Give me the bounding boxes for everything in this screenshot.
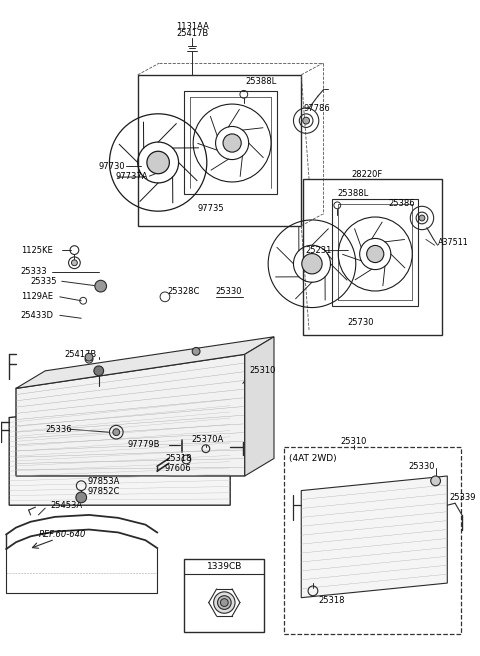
Circle shape (94, 366, 104, 376)
Text: 25388L: 25388L (337, 189, 369, 198)
Circle shape (95, 280, 107, 292)
Text: 25339: 25339 (449, 493, 476, 502)
Circle shape (220, 599, 228, 606)
Text: 25231: 25231 (305, 245, 332, 255)
Text: 28220F: 28220F (352, 170, 383, 178)
Text: 25328C: 25328C (167, 287, 199, 295)
Text: 25388L: 25388L (246, 77, 277, 86)
Circle shape (113, 429, 120, 436)
Polygon shape (301, 476, 447, 598)
Text: 97730: 97730 (99, 162, 125, 171)
Text: 25310: 25310 (250, 366, 276, 375)
Bar (184, 559, 264, 632)
Circle shape (367, 245, 384, 262)
Circle shape (217, 596, 231, 609)
Text: 25318: 25318 (319, 596, 345, 605)
Polygon shape (245, 337, 274, 476)
Text: 25370A: 25370A (191, 436, 224, 445)
Text: REF.60-640: REF.60-640 (38, 530, 86, 539)
Text: 1131AA: 1131AA (176, 22, 209, 31)
Text: 25318: 25318 (165, 454, 192, 463)
Text: 25310: 25310 (340, 438, 367, 447)
Text: 25453A: 25453A (50, 501, 82, 510)
Circle shape (72, 260, 77, 266)
Text: 97779B: 97779B (128, 440, 160, 449)
Text: 97606: 97606 (165, 464, 192, 473)
Text: 25333: 25333 (21, 267, 48, 276)
Text: 25330: 25330 (408, 462, 435, 471)
Text: 25335: 25335 (31, 277, 57, 286)
Polygon shape (16, 337, 274, 388)
Circle shape (76, 492, 86, 502)
Text: 25417B: 25417B (176, 30, 208, 39)
Bar (184, 91, 277, 194)
Text: 1129AE: 1129AE (21, 293, 53, 301)
Text: 97735: 97735 (197, 204, 224, 213)
Text: 25386: 25386 (389, 199, 416, 208)
Circle shape (214, 592, 235, 613)
Text: 25417B: 25417B (65, 350, 97, 359)
Text: 97853A: 97853A (87, 478, 120, 486)
Bar (303, 179, 443, 335)
Text: 25730: 25730 (347, 318, 373, 327)
Polygon shape (9, 393, 230, 505)
Circle shape (303, 117, 310, 124)
Circle shape (223, 134, 241, 152)
Bar (138, 75, 301, 226)
Bar (284, 447, 461, 634)
Text: 97852C: 97852C (87, 487, 120, 496)
Text: 25433D: 25433D (21, 311, 54, 320)
Bar (333, 199, 418, 306)
Text: (4AT 2WD): (4AT 2WD) (288, 454, 336, 463)
Text: 25330: 25330 (216, 287, 242, 295)
Text: 1339CB: 1339CB (207, 562, 242, 571)
Text: A37511: A37511 (438, 238, 468, 247)
Circle shape (302, 254, 322, 274)
Text: 97786: 97786 (303, 104, 330, 113)
Polygon shape (16, 354, 245, 476)
Text: 97737A: 97737A (115, 172, 148, 180)
Circle shape (192, 348, 200, 356)
Text: 25336: 25336 (45, 424, 72, 434)
Circle shape (147, 152, 169, 174)
Circle shape (431, 476, 441, 485)
Circle shape (419, 215, 425, 221)
Circle shape (85, 354, 93, 361)
Text: 1125KE: 1125KE (21, 245, 53, 255)
